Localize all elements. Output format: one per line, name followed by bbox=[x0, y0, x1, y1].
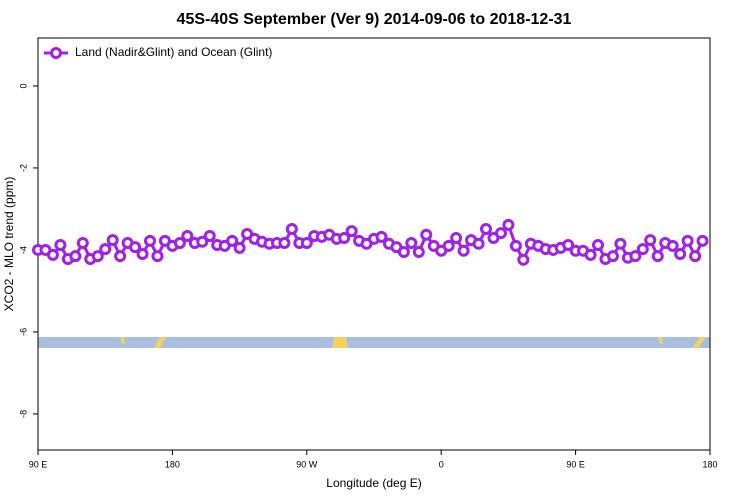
series-marker bbox=[412, 245, 425, 258]
series-marker bbox=[151, 250, 164, 263]
series-marker bbox=[91, 250, 104, 263]
series-marker bbox=[196, 235, 209, 248]
series-marker bbox=[345, 225, 358, 238]
x-axis-label: Longitude (deg E) bbox=[326, 476, 421, 490]
series-marker bbox=[681, 234, 694, 247]
series-marker bbox=[614, 237, 627, 250]
x-tick-label: 180 bbox=[165, 459, 180, 469]
series-marker bbox=[666, 239, 679, 252]
series-marker bbox=[509, 239, 522, 252]
series-marker bbox=[472, 237, 485, 250]
y-tick-label: -2 bbox=[18, 164, 28, 172]
chart-title: 45S-40S September (Ver 9) 2014-09-06 to … bbox=[177, 11, 572, 28]
series-marker bbox=[584, 248, 597, 261]
series-marker bbox=[338, 232, 351, 245]
series-marker bbox=[375, 230, 388, 243]
x-tick-label: 90 W bbox=[296, 459, 318, 469]
series-marker bbox=[114, 250, 127, 263]
series-marker bbox=[517, 253, 530, 266]
land bbox=[332, 337, 348, 348]
series-marker bbox=[636, 243, 649, 256]
series-marker bbox=[442, 239, 455, 252]
y-tick-label: -6 bbox=[18, 328, 28, 336]
x-tick-label: 90 E bbox=[29, 459, 48, 469]
series-marker bbox=[494, 227, 507, 240]
y-tick-label: -4 bbox=[18, 246, 28, 254]
y-tick-label: -8 bbox=[18, 410, 28, 418]
series-marker bbox=[144, 234, 156, 247]
series-marker bbox=[99, 243, 112, 256]
series-marker bbox=[285, 223, 298, 236]
series-marker bbox=[181, 230, 194, 243]
series-marker bbox=[405, 236, 418, 249]
legend-marker bbox=[50, 47, 62, 59]
series-marker bbox=[696, 234, 709, 247]
land bbox=[154, 337, 166, 348]
series-marker bbox=[480, 223, 492, 236]
series-marker bbox=[233, 241, 246, 254]
series-marker bbox=[450, 232, 463, 245]
y-tick-label: 0 bbox=[18, 83, 28, 88]
land bbox=[692, 337, 706, 348]
y-axis-label: XCO2 - MLO trend (ppm) bbox=[2, 177, 16, 312]
series-marker bbox=[278, 236, 291, 249]
series-marker bbox=[689, 250, 702, 263]
x-tick-label: 0 bbox=[439, 459, 444, 469]
series-marker bbox=[203, 230, 216, 243]
series-marker bbox=[629, 250, 642, 263]
series-marker bbox=[69, 250, 82, 263]
series-marker bbox=[397, 245, 410, 258]
land-ocean-strip bbox=[38, 337, 710, 348]
land bbox=[120, 337, 125, 344]
series-marker bbox=[226, 234, 239, 247]
series-marker bbox=[562, 239, 575, 252]
series-marker bbox=[644, 234, 657, 247]
series-marker bbox=[76, 236, 89, 249]
land bbox=[658, 337, 663, 344]
x-tick-label: 90 E bbox=[566, 459, 585, 469]
series-marker bbox=[592, 239, 604, 252]
series-marker bbox=[106, 234, 119, 247]
series-marker bbox=[300, 236, 313, 249]
ocean-strip bbox=[38, 337, 710, 348]
series-marker bbox=[651, 250, 664, 263]
series-marker bbox=[129, 241, 142, 254]
series-marker bbox=[457, 244, 470, 257]
series-marker bbox=[46, 248, 59, 261]
x-tick-label: 180 bbox=[702, 459, 717, 469]
series-marker bbox=[54, 239, 67, 252]
legend-label: Land (Nadir&Glint) and Ocean (Glint) bbox=[75, 45, 272, 59]
series-marker bbox=[606, 250, 619, 263]
series-marker bbox=[674, 248, 687, 261]
series-marker bbox=[420, 228, 433, 241]
series-marker bbox=[173, 236, 186, 249]
series-marker bbox=[502, 218, 515, 231]
series-marker bbox=[136, 248, 149, 261]
